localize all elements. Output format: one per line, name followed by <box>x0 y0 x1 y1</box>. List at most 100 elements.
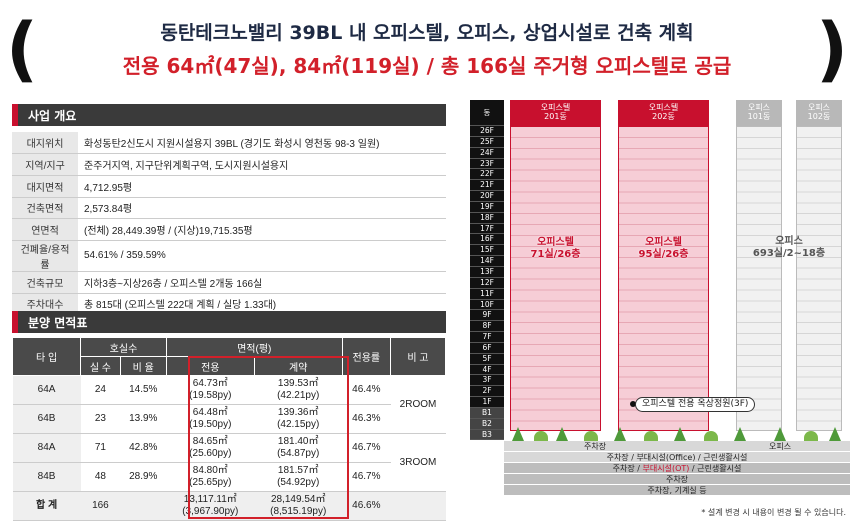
tree-icon <box>614 427 626 441</box>
row-key: 건폐율/용적률 <box>12 240 78 272</box>
floor-label: 1F <box>470 397 504 408</box>
b1-highlight: 부대시설(OT) <box>642 464 690 473</box>
floor-label: B2 <box>470 418 504 430</box>
sqm: 28,149.54㎡ <box>270 494 326 505</box>
overview-table: 대지위치 화성동탄2신도시 지원시설용지 39BL (경기도 화성시 영천동 98… <box>12 132 446 316</box>
floor-label: 11F <box>470 288 504 300</box>
tower-number: 101동 <box>747 112 771 121</box>
row-value: 화성동탄2신도시 지원시설용지 39BL (경기도 화성시 영천동 98-3 일… <box>78 132 446 155</box>
contract-cell: 28,149.54㎡ (8,515.19py) <box>254 491 343 521</box>
floor-label: 25F <box>470 136 504 148</box>
bush-icon <box>644 431 658 441</box>
floor-header: 동 <box>470 100 504 126</box>
floor-label: B3 <box>470 429 504 441</box>
floor-label: 19F <box>470 201 504 213</box>
table-row: 64A 24 14.5% 64.73㎡ (19.58py) 139.53㎡ (42.… <box>12 375 446 434</box>
garden-label: 오피스텔 전용 옥상정원(3F) <box>635 397 756 412</box>
floor-label: 20F <box>470 191 504 202</box>
tree-icon <box>556 427 568 441</box>
floor-label: 9F <box>470 310 504 322</box>
overview-section-title: 사업 개요 <box>12 104 446 126</box>
floor-b2-strip: 주차장 <box>504 474 850 485</box>
sqm: 64.73㎡ <box>192 378 228 389</box>
tower-102 <box>796 126 842 431</box>
rate-cell: 46.4% <box>342 375 391 405</box>
type-cell: 합 계 <box>12 491 81 521</box>
tower-label-201: 오피스텔 201동 <box>510 100 601 126</box>
row-key: 지역/지구 <box>12 153 78 176</box>
floor-label: 3F <box>470 375 504 387</box>
count-cell: 166 <box>80 491 121 521</box>
note-cell: 3ROOM <box>390 433 446 492</box>
tower-101 <box>736 126 782 431</box>
table-row: 연면적 (전체) 28,449.39평 / (지상)19,715.35평 <box>12 218 446 241</box>
type-cell: 64B <box>12 404 81 434</box>
caption-units: 693실/2~18층 <box>752 248 826 259</box>
floor-1f-strip: 주차장 / 부대시설(Office) / 근린생활시설 <box>504 452 850 463</box>
col-type: 타 입 <box>11 337 82 376</box>
floor-label: 8F <box>470 321 504 333</box>
pyeong: (25.65py) <box>189 477 232 488</box>
sqm: 84.80㎡ <box>192 465 228 476</box>
tree-icon <box>774 427 786 441</box>
floor-label: 18F <box>470 212 504 224</box>
floor-label: 5F <box>470 353 504 365</box>
tower-number: 202동 <box>652 112 675 121</box>
contract-cell: 139.36㎡ (42.15py) <box>254 404 343 434</box>
floor-label: 13F <box>470 266 504 278</box>
rate-cell: 46.3% <box>342 404 391 434</box>
bush-icon <box>534 431 548 441</box>
row-value: 4,712.95평 <box>78 175 446 198</box>
office-caption: 오피스 693실/2~18층 <box>736 236 842 260</box>
row-key: 건축면적 <box>12 197 78 220</box>
tower-caption: 오피스텔 95실/26층 <box>619 237 708 261</box>
table-row: 건축면적 2,573.84평 <box>12 197 446 220</box>
tree-icon <box>512 427 524 441</box>
row-value: (전체) 28,449.39평 / (지상)19,715.35평 <box>78 218 446 241</box>
pyeong: (54.87py) <box>277 448 320 459</box>
tower-label-202: 오피스텔 202동 <box>618 100 709 126</box>
table-row: 84B 48 28.9% 84.80㎡ (25.65py) 181.57㎡ (54.… <box>12 462 446 492</box>
table-row: 대지위치 화성동탄2신도시 지원시설용지 39BL (경기도 화성시 영천동 98… <box>12 132 446 155</box>
type-cell: 84A <box>12 433 81 463</box>
note-cell: 2ROOM <box>390 375 446 434</box>
pyeong: (54.92py) <box>277 477 320 488</box>
floor-label: 26F <box>470 126 504 137</box>
tower-201: 오피스텔 71실/26층 <box>510 126 601 431</box>
2f-left-label: 주차장 <box>584 442 607 451</box>
contract-cell: 181.40㎡ (54.87py) <box>254 433 343 463</box>
table-row: 건축규모 지하3층~지상26층 / 오피스텔 2개동 166실 <box>12 271 446 294</box>
floor-label: 21F <box>470 180 504 192</box>
pyeong: (25.60py) <box>189 448 232 459</box>
count-cell: 24 <box>80 375 121 405</box>
row-key: 건축규모 <box>12 271 78 294</box>
tower-type: 오피스 <box>747 103 771 112</box>
row-value: 지하3층~지상26층 / 오피스텔 2개동 166실 <box>78 271 446 294</box>
exclusive-cell: 64.48㎡ (19.50py) <box>166 404 255 434</box>
table-row: 건폐율/용적률 54.61% / 359.59% <box>12 240 446 272</box>
bracket-right: ) <box>816 8 848 90</box>
b1-part: / 근린생활시설 <box>689 464 742 473</box>
page-title: 동탄테크노밸리 39BL 내 오피스텔, 오피스, 상업시설로 건축 계획 <box>160 22 694 44</box>
building-section-diagram: 동 26F 25F 24F 23F 22F 21F 20F 19F 18F 17F 16F 15F 14… <box>470 100 850 504</box>
sqm: 181.57㎡ <box>277 465 319 476</box>
col-area: 면적(평) <box>165 337 343 357</box>
table-row: 주차대수 총 815대 (오피스텔 222대 계획 / 실당 1.33대) <box>12 293 446 316</box>
col-note: 비 고 <box>390 337 446 376</box>
floor-label: 10F <box>470 299 504 311</box>
floor-label: 14F <box>470 256 504 267</box>
floor-2f-strip: 주차장 오피스 <box>504 441 850 452</box>
ratio-cell: 14.5% <box>120 375 167 405</box>
caption-units: 95실/26층 <box>638 249 689 260</box>
sqm: 181.40㎡ <box>277 436 319 447</box>
bush-icon <box>704 431 718 441</box>
col-ratio: 비 율 <box>119 356 167 376</box>
table-row: 84A 71 42.8% 84.65㎡ (25.60py) 181.40㎡ (54.… <box>12 433 446 492</box>
floor-label: 4F <box>470 364 504 376</box>
tower-type: 오피스텔 <box>540 103 571 112</box>
floor-label: 6F <box>470 342 504 354</box>
sqm: 84.65㎡ <box>192 436 228 447</box>
row-key: 연면적 <box>12 218 78 241</box>
col-count: 실 수 <box>80 356 121 376</box>
row-key: 대지위치 <box>12 132 78 155</box>
